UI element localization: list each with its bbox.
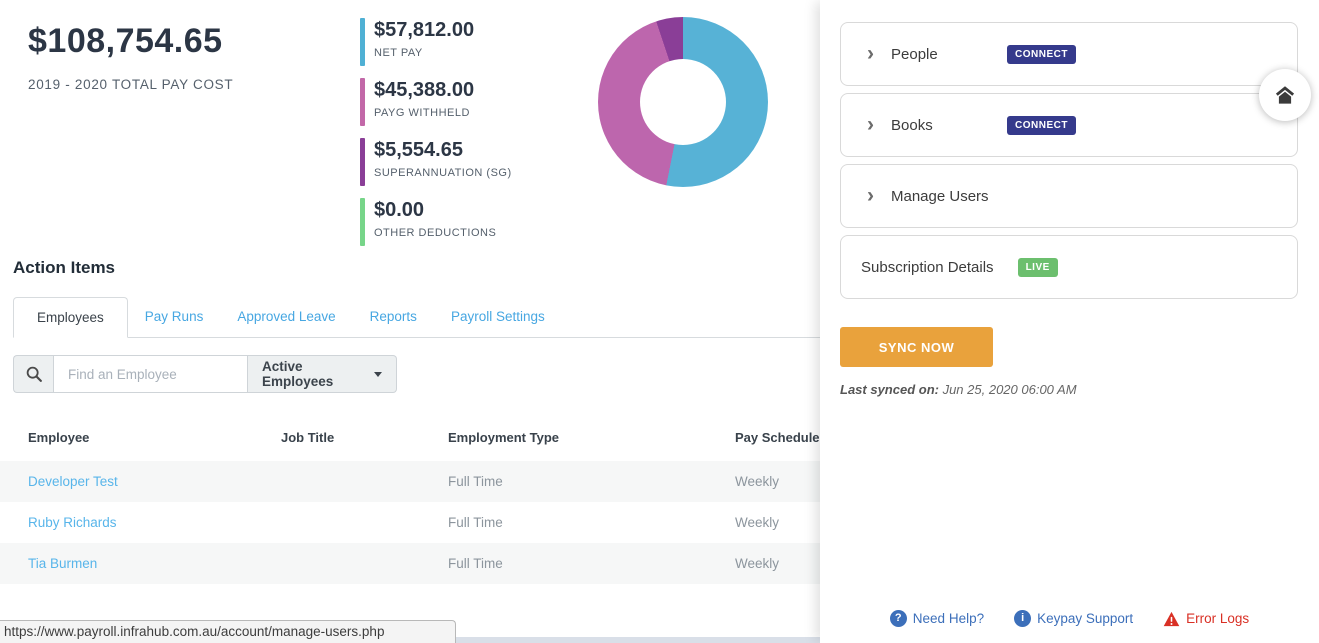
status-bar-url: https://www.payroll.infrahub.com.au/acco… xyxy=(0,620,456,643)
footer-link-need-help[interactable]: ? Need Help? xyxy=(889,610,985,627)
tab-employees[interactable]: Employees xyxy=(13,297,128,338)
tab-payroll-settings[interactable]: Payroll Settings xyxy=(450,309,545,324)
employee-search-group: Active Employees xyxy=(13,355,397,393)
stat-color-bar xyxy=(360,78,365,126)
stat-other-deductions: $0.00 OTHER DEDUCTIONS xyxy=(360,198,512,248)
pay-stats-list: $57,812.00 NET PAY $45,388.00 PAYG WITHH… xyxy=(360,18,512,258)
employment-type-cell: Full Time xyxy=(448,474,503,489)
employee-link[interactable]: Developer Test xyxy=(28,474,118,489)
tab-approved-leave[interactable]: Approved Leave xyxy=(237,309,336,324)
search-icon-box xyxy=(13,355,53,393)
chevron-right-icon: › xyxy=(867,113,874,136)
panel-footer-links: ? Need Help? i Keypay Support Error Logs xyxy=(820,610,1319,627)
chevron-down-icon xyxy=(374,371,382,377)
employee-filter-label: Active Employees xyxy=(262,359,334,389)
footer-link-keypay-support[interactable]: i Keypay Support xyxy=(1014,610,1133,627)
employment-type-cell: Full Time xyxy=(448,556,503,571)
table-header-row: Employee Job Title Employment Type Pay S… xyxy=(0,420,1319,454)
last-synced-status: Last synced on: Jun 25, 2020 06:00 AM xyxy=(840,382,1319,397)
chevron-right-icon: › xyxy=(867,42,874,65)
warning-icon xyxy=(1163,611,1180,626)
pay-cost-donut-chart xyxy=(598,17,768,187)
pay-schedule-cell: Weekly xyxy=(735,474,780,489)
stat-label: PAYG WITHHELD xyxy=(374,107,470,119)
accordion-item-subscription-details[interactable]: Subscription Details LIVE xyxy=(840,235,1298,299)
stat-value: $57,812.00 xyxy=(374,19,475,41)
pay-schedule-cell: Weekly xyxy=(735,556,780,571)
home-button[interactable] xyxy=(1259,69,1311,121)
stat-label: SUPERANNUATION (SG) xyxy=(374,167,512,179)
col-header-pay-schedule: Pay Schedule xyxy=(735,429,820,445)
info-icon: i xyxy=(1014,610,1032,627)
footer-link-label: Error Logs xyxy=(1186,611,1250,626)
footer-link-error-logs[interactable]: Error Logs xyxy=(1163,610,1249,627)
question-icon: ? xyxy=(889,610,907,627)
footer-link-label: Keypay Support xyxy=(1037,611,1134,626)
chevron-right-icon: › xyxy=(867,184,874,207)
accordion-item-manage-users[interactable]: › Manage Users xyxy=(840,164,1298,228)
employee-filter-dropdown[interactable]: Active Employees xyxy=(248,355,397,393)
stat-color-bar xyxy=(360,18,365,66)
search-icon xyxy=(26,366,42,382)
stat-value: $0.00 xyxy=(374,199,425,221)
stat-value: $5,554.65 xyxy=(374,139,463,161)
last-synced-value: Jun 25, 2020 06:00 AM xyxy=(938,382,1077,397)
action-items-tabbar: Employees Pay Runs Approved Leave Report… xyxy=(13,297,820,338)
accordion-label: People xyxy=(891,45,938,63)
stat-label: NET PAY xyxy=(374,47,423,59)
col-header-employment-type: Employment Type xyxy=(448,429,560,445)
stat-label: OTHER DEDUCTIONS xyxy=(374,227,497,239)
col-header-job-title: Job Title xyxy=(281,429,335,445)
employee-link[interactable]: Tia Burmen xyxy=(28,556,98,571)
accordion-label: Books xyxy=(891,116,933,134)
employee-link[interactable]: Ruby Richards xyxy=(28,515,117,530)
stat-color-bar xyxy=(360,198,365,246)
home-icon xyxy=(1275,86,1295,104)
tab-reports[interactable]: Reports xyxy=(369,309,417,324)
accordion-item-books[interactable]: › Books CONNECT xyxy=(840,93,1298,157)
find-employee-input[interactable] xyxy=(53,355,248,393)
card-badge: LIVE xyxy=(1017,257,1058,277)
total-pay-cost-value: $108,754.65 xyxy=(28,22,223,60)
col-header-employee: Employee xyxy=(28,429,90,445)
tab-pay-runs[interactable]: Pay Runs xyxy=(144,309,204,324)
sync-now-button[interactable]: SYNC NOW xyxy=(840,327,993,367)
card-badge[interactable]: CONNECT xyxy=(1007,44,1076,64)
table-row: Ruby Richards Full Time Weekly xyxy=(0,502,1319,543)
stat-payg-withheld: $45,388.00 PAYG WITHHELD xyxy=(360,78,512,128)
stat-net-pay: $57,812.00 NET PAY xyxy=(360,18,512,68)
horizontal-scrollbar[interactable] xyxy=(456,637,820,643)
total-pay-cost-block: $108,754.65 2019 - 2020 TOTAL PAY COST xyxy=(28,22,233,92)
footer-link-label: Need Help? xyxy=(912,611,985,626)
stat-color-bar xyxy=(360,138,365,186)
card-badge[interactable]: CONNECT xyxy=(1007,115,1076,135)
total-pay-cost-label: 2019 - 2020 TOTAL PAY COST xyxy=(28,77,234,92)
stat-value: $45,388.00 xyxy=(374,79,475,101)
integration-side-panel: › People CONNECT › Books CONNECT › Manag… xyxy=(820,0,1319,643)
accordion-item-people[interactable]: › People CONNECT xyxy=(840,22,1298,86)
accordion-label: Subscription Details xyxy=(861,258,994,276)
employment-type-cell: Full Time xyxy=(448,515,503,530)
accordion-label: Manage Users xyxy=(891,187,989,205)
last-synced-label: Last synced on: xyxy=(840,382,939,397)
pay-schedule-cell: Weekly xyxy=(735,515,780,530)
action-items-title: Action Items xyxy=(13,258,116,277)
stat-superannuation: $5,554.65 SUPERANNUATION (SG) xyxy=(360,138,512,188)
